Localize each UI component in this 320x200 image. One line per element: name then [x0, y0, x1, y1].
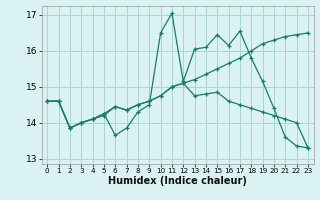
X-axis label: Humidex (Indice chaleur): Humidex (Indice chaleur): [108, 176, 247, 186]
